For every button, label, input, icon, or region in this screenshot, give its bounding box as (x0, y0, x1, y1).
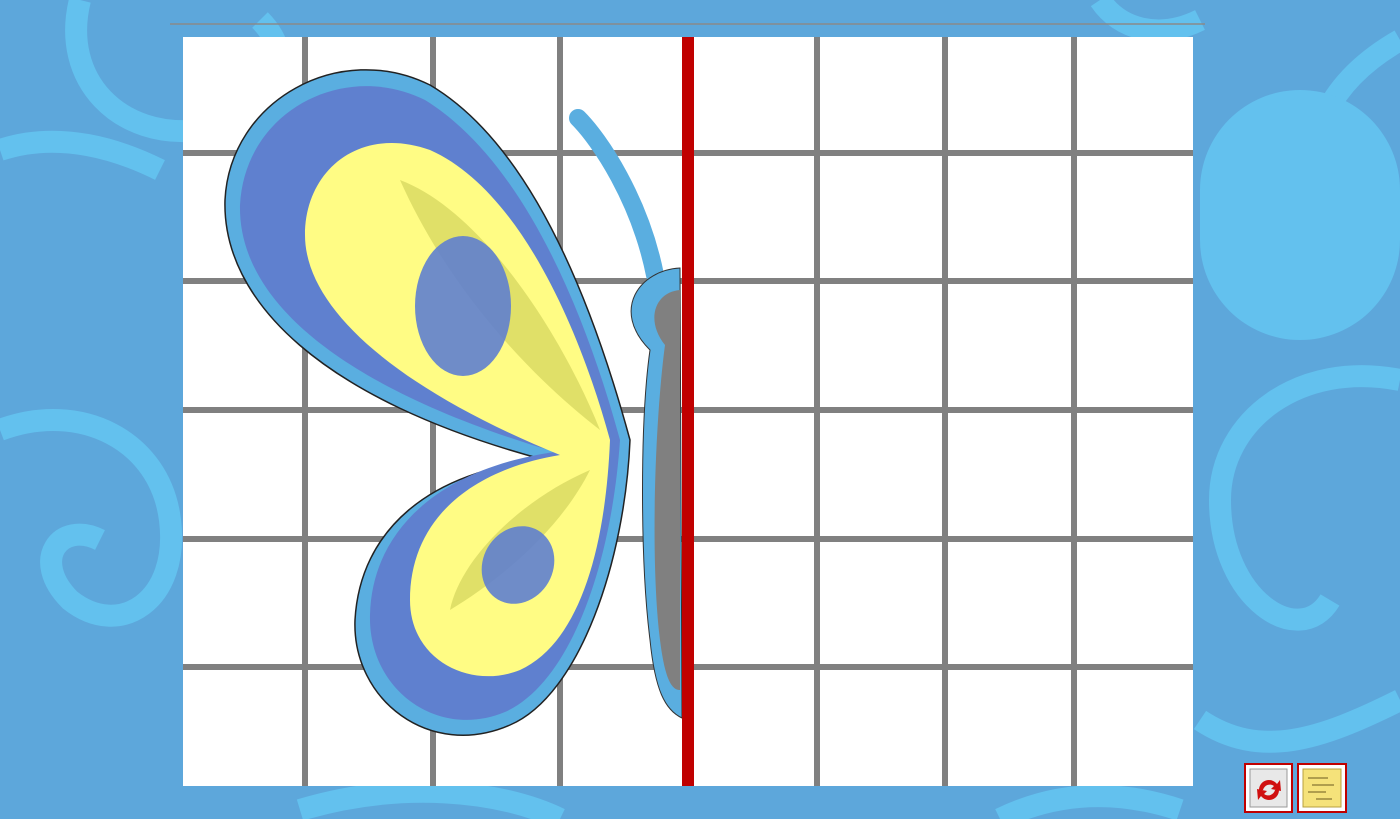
mirror-line (682, 37, 694, 786)
reset-button[interactable] (1244, 763, 1293, 813)
background-blob (1200, 90, 1400, 340)
butterfly-half (224, 69, 683, 736)
notes-button[interactable] (1297, 763, 1347, 813)
